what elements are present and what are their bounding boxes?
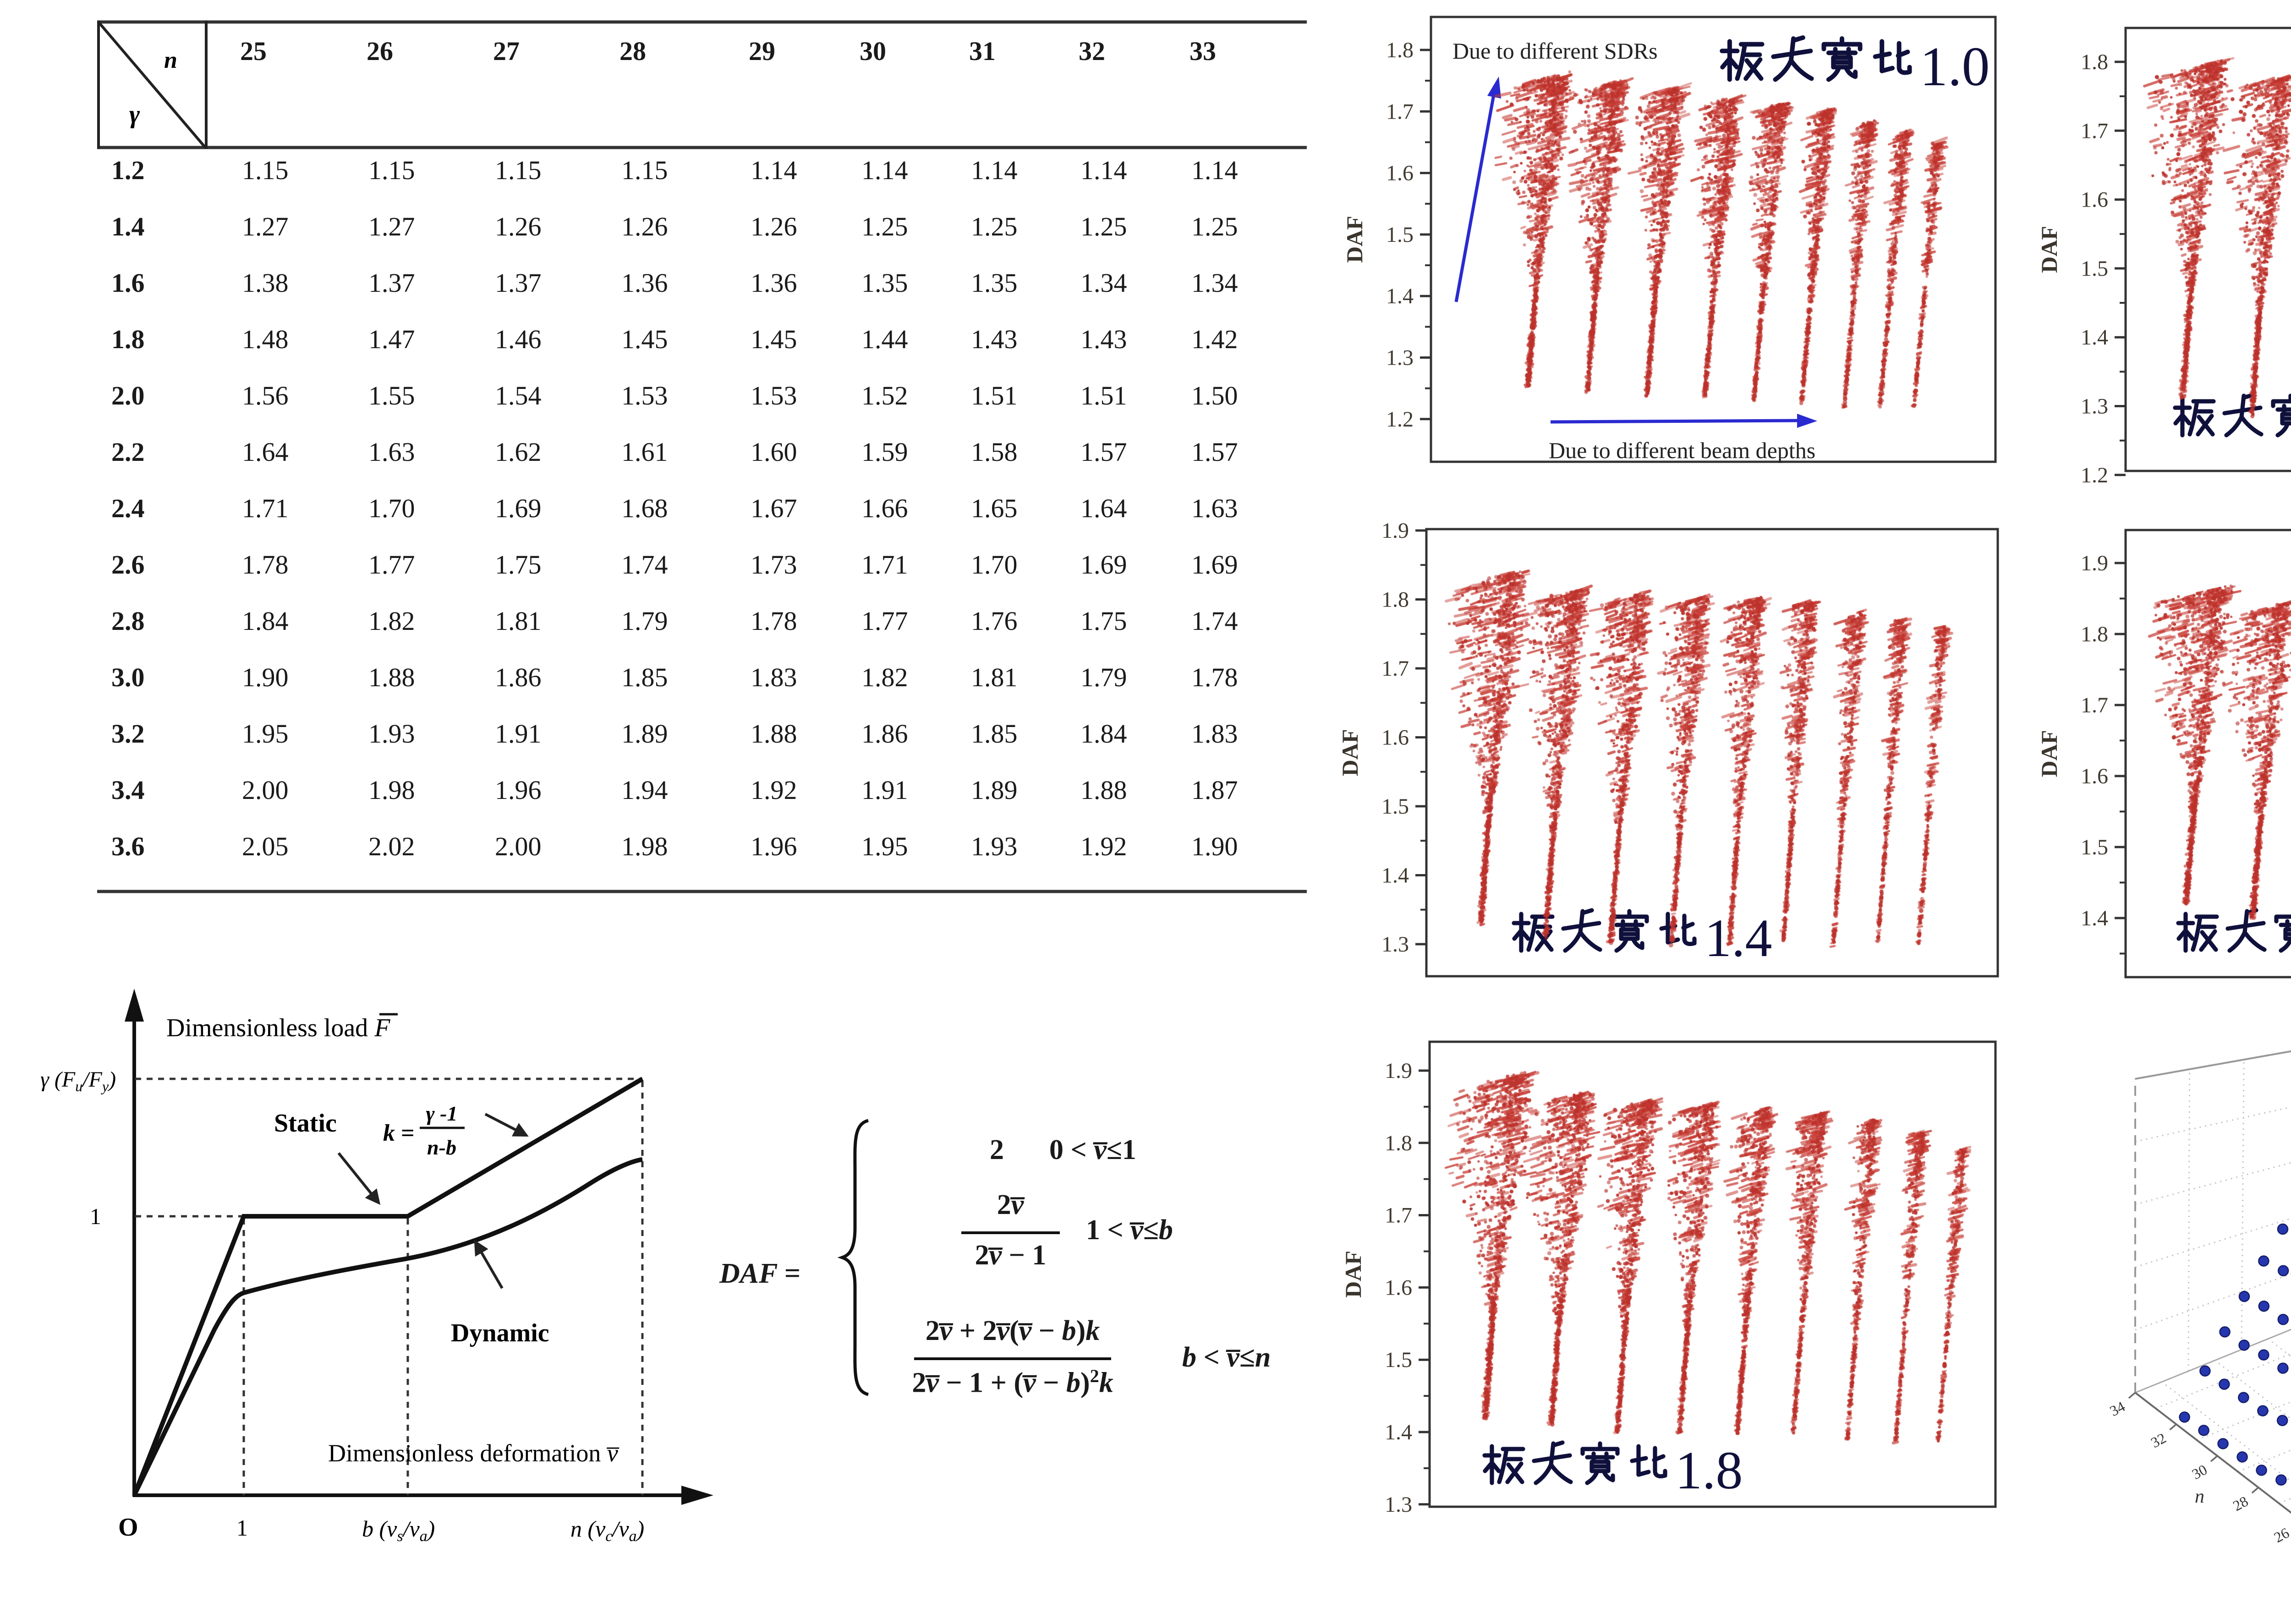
svg-text:1.9: 1.9: [1385, 1059, 1412, 1083]
svg-text:1.3: 1.3: [2081, 394, 2108, 419]
svg-text:1.6: 1.6: [1385, 1275, 1412, 1300]
svg-text:Static: Static: [274, 1109, 337, 1137]
svg-text:1.7: 1.7: [2081, 119, 2108, 143]
svg-text:1: 1: [236, 1515, 248, 1541]
svg-text:Dimensionless deformation v̅: Dimensionless deformation v̅: [328, 1439, 619, 1467]
svg-text:DAF: DAF: [2036, 226, 2062, 273]
svg-text:1.8: 1.8: [2081, 50, 2108, 74]
svg-text:1.9: 1.9: [1381, 519, 1409, 543]
svg-text:32: 32: [2148, 1429, 2169, 1451]
svg-text:1.4: 1.4: [1381, 864, 1409, 888]
svg-text:1.3: 1.3: [1385, 1493, 1412, 1517]
svg-text:1.8: 1.8: [1386, 38, 1414, 62]
svg-text:1.6: 1.6: [1381, 726, 1409, 750]
svg-text:1.6: 1.6: [1386, 161, 1414, 186]
svg-text:γ: γ: [129, 100, 140, 129]
svg-text:n-b: n-b: [427, 1136, 456, 1159]
svg-text:1.8: 1.8: [1385, 1131, 1412, 1155]
svg-text:b (vs/va): b (vs/va): [362, 1516, 435, 1545]
svg-text:1.2: 1.2: [1386, 407, 1414, 432]
svg-text:DAF: DAF: [1342, 216, 1367, 263]
svg-text:28: 28: [2230, 1493, 2251, 1514]
svg-text:1.8: 1.8: [2081, 622, 2108, 646]
svg-text:γ (Fu/Fy): γ (Fu/Fy): [40, 1067, 116, 1094]
svg-text:1.6: 1.6: [2081, 188, 2108, 212]
svg-text:n (vc/va): n (vc/va): [570, 1516, 644, 1545]
svg-text:1.5: 1.5: [1386, 223, 1414, 247]
svg-text:1.9: 1.9: [2081, 551, 2108, 575]
svg-text:1: 1: [90, 1203, 101, 1229]
svg-text:1.2: 1.2: [2081, 463, 2108, 487]
svg-text:Dynamic: Dynamic: [451, 1319, 549, 1347]
svg-text:1.7: 1.7: [2081, 693, 2108, 717]
svg-text:k =: k =: [383, 1120, 415, 1146]
svg-text:O: O: [118, 1513, 138, 1542]
svg-text:1.3: 1.3: [1386, 346, 1414, 370]
svg-text:1.7: 1.7: [1385, 1203, 1412, 1228]
svg-text:34: 34: [2107, 1398, 2127, 1419]
svg-text:1.5: 1.5: [1385, 1348, 1412, 1372]
svg-text:30: 30: [2189, 1461, 2210, 1482]
svg-text:1.4: 1.4: [2081, 325, 2108, 350]
svg-text:n: n: [164, 47, 177, 73]
svg-text:1.6: 1.6: [2081, 764, 2108, 788]
svg-text:1.5: 1.5: [1381, 794, 1409, 819]
svg-text:Dimensionless load F: Dimensionless load F: [166, 1014, 390, 1042]
svg-text:1.7: 1.7: [1386, 99, 1414, 124]
svg-text:DAF: DAF: [1340, 1251, 1366, 1298]
svg-text:1.8: 1.8: [1381, 588, 1409, 612]
svg-text:26: 26: [2271, 1524, 2291, 1546]
svg-text:1.5: 1.5: [2081, 835, 2108, 859]
svg-text:1.4: 1.4: [1385, 1420, 1412, 1444]
svg-text:DAF: DAF: [2036, 730, 2062, 777]
svg-text:n: n: [2195, 1486, 2204, 1507]
svg-text:1.7: 1.7: [1381, 656, 1409, 681]
svg-text:1.3: 1.3: [1381, 932, 1409, 957]
svg-text:1.4: 1.4: [2081, 906, 2108, 930]
svg-text:DAF: DAF: [1337, 729, 1363, 776]
svg-text:γ -1: γ -1: [426, 1102, 458, 1125]
svg-text:1.5: 1.5: [2081, 257, 2108, 281]
svg-text:1.4: 1.4: [1386, 284, 1414, 308]
